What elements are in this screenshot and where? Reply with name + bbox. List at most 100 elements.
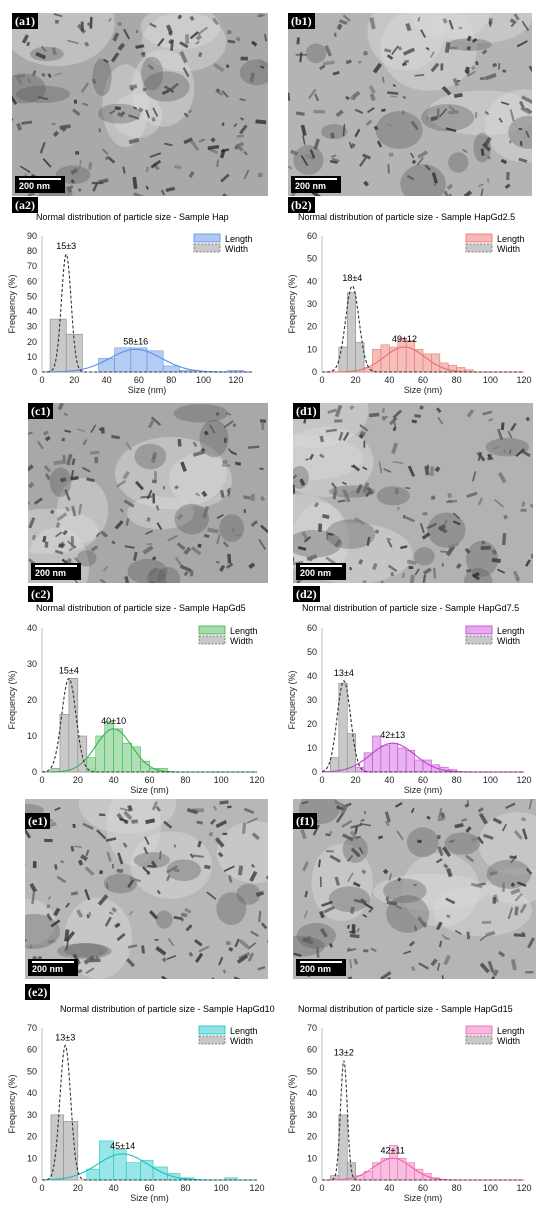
x-tick-label: 100: [214, 775, 229, 785]
y-tick-label: 10: [27, 1153, 37, 1163]
y-tick-label: 40: [27, 1088, 37, 1098]
legend-width-swatch: [193, 243, 221, 253]
chart-title-b: Normal distribution of particle size - S…: [298, 212, 516, 222]
x-axis-label: Size (nm): [130, 785, 169, 795]
x-tick-label: 80: [166, 375, 176, 385]
x-axis-label: Size (nm): [404, 785, 443, 795]
y-tick-label: 0: [312, 767, 317, 777]
panel-label: (c1): [28, 403, 54, 419]
scale-label: 200 nm: [300, 568, 332, 578]
width-bar: [330, 757, 340, 773]
width-bar: [77, 735, 88, 773]
y-tick-label: 20: [307, 719, 317, 729]
scale-label: 200 nm: [32, 964, 64, 974]
legend-width-swatch: [465, 243, 493, 253]
length-bar: [372, 735, 382, 773]
length-bar: [405, 1162, 415, 1181]
x-axis-label: Size (nm): [404, 1193, 443, 1203]
scale-bar: 200 nm: [31, 563, 81, 580]
legend-length-label: Length: [497, 626, 525, 636]
y-tick-label: 0: [32, 1175, 37, 1185]
y-tick-label: 90: [27, 231, 37, 241]
tem-texture: [293, 403, 533, 583]
chart-title-e: Normal distribution of particle size - S…: [60, 1004, 275, 1014]
y-tick-label: 40: [307, 1088, 317, 1098]
legend-width-label: Width: [225, 244, 248, 254]
panel-label-a2: (a2): [12, 197, 38, 213]
x-tick-label: 80: [180, 1183, 190, 1193]
x-tick-label: 80: [180, 775, 190, 785]
y-axis-label: Frequency (%): [287, 1074, 297, 1133]
width-normal-curve: [322, 285, 524, 373]
tem-image-f1: (f1) 200 nm: [293, 799, 536, 979]
y-tick-label: 50: [307, 254, 317, 264]
histogram-d: 0 10 20 30 40 50 60 0 20 40 60 80 100 120 Size (nm) Fre…: [280, 618, 542, 798]
histogram-c: 0 10 20 30 40 0 20 40 60 80 100 120 Size (nm) Frequen…: [0, 618, 275, 798]
scale-bar: 200 nm: [296, 563, 346, 580]
width-bar: [338, 1114, 348, 1181]
y-tick-label: 50: [27, 1066, 37, 1076]
panel-label: (a1): [12, 13, 38, 29]
tem-texture: [28, 403, 268, 583]
y-tick-label: 40: [27, 307, 37, 317]
x-tick-label: 20: [73, 1183, 83, 1193]
tem-texture: [25, 799, 268, 979]
length-mean-label: 42±11: [381, 1145, 405, 1155]
y-tick-label: 10: [27, 731, 37, 741]
width-normal-curve: [322, 1060, 524, 1181]
y-tick-label: 60: [307, 1045, 317, 1055]
y-tick-label: 20: [307, 1132, 317, 1142]
y-tick-label: 70: [307, 1023, 317, 1033]
legend-length-swatch: [193, 233, 221, 243]
scale-bar: 200 nm: [291, 176, 341, 193]
x-tick-label: 40: [109, 1183, 119, 1193]
legend-width-label: Width: [230, 636, 253, 646]
legend-width-swatch: [198, 1035, 226, 1045]
y-tick-label: 50: [27, 291, 37, 301]
chart-title-f: Normal distribution of particle size - S…: [298, 1004, 513, 1014]
y-tick-label: 20: [27, 695, 37, 705]
legend-width-swatch: [465, 1035, 493, 1045]
length-bar: [113, 728, 123, 773]
chart-title-a: Normal distribution of particle size - S…: [36, 212, 229, 222]
tem-image-c1: (c1) 200 nm: [28, 403, 268, 583]
width-bar: [59, 714, 70, 773]
width-mean-label: 13±2: [334, 1048, 354, 1058]
x-tick-label: 0: [39, 375, 44, 385]
tem-image-e1: (e1) 200 nm: [25, 799, 268, 979]
x-tick-label: 20: [351, 1183, 361, 1193]
length-bar: [380, 745, 390, 773]
length-bar: [397, 747, 407, 773]
width-bar: [63, 1121, 79, 1181]
x-tick-label: 100: [214, 1183, 229, 1193]
legend-length-swatch: [198, 625, 226, 635]
length-mean-label: 40±10: [101, 716, 126, 726]
length-bar: [414, 1168, 424, 1181]
x-tick-label: 0: [319, 1183, 324, 1193]
x-axis-label: Size (nm): [130, 1193, 169, 1203]
scale-label: 200 nm: [300, 964, 332, 974]
panel-label: (f1): [293, 813, 317, 829]
histogram-a: 0 10 20 30 40 50 60 70 80 90 0 20 40 60 80 100 120 Size (…: [0, 226, 270, 398]
length-bar: [363, 752, 373, 773]
x-tick-label: 60: [418, 1183, 428, 1193]
x-tick-label: 40: [102, 375, 112, 385]
length-bar: [122, 742, 132, 773]
legend-length-label: Length: [497, 234, 525, 244]
legend-length-label: Length: [230, 1026, 258, 1036]
width-mean-label: 13±4: [334, 668, 354, 678]
panel-label: (d1): [293, 403, 320, 419]
y-axis-label: Frequency (%): [7, 670, 17, 729]
y-tick-label: 0: [32, 367, 37, 377]
x-tick-label: 100: [483, 375, 498, 385]
length-mean-label: 58±16: [123, 336, 148, 346]
y-tick-label: 40: [27, 623, 37, 633]
y-tick-label: 30: [307, 1110, 317, 1120]
width-mean-label: 18±4: [342, 273, 362, 283]
x-tick-label: 120: [516, 775, 531, 785]
y-tick-label: 10: [27, 352, 37, 362]
histogram-b: 0 10 20 30 40 50 60 0 20 40 60 80 100 120 Size (nm) Fre…: [280, 226, 542, 398]
scale-label: 200 nm: [35, 568, 67, 578]
y-tick-label: 0: [312, 367, 317, 377]
width-bar: [355, 342, 365, 373]
